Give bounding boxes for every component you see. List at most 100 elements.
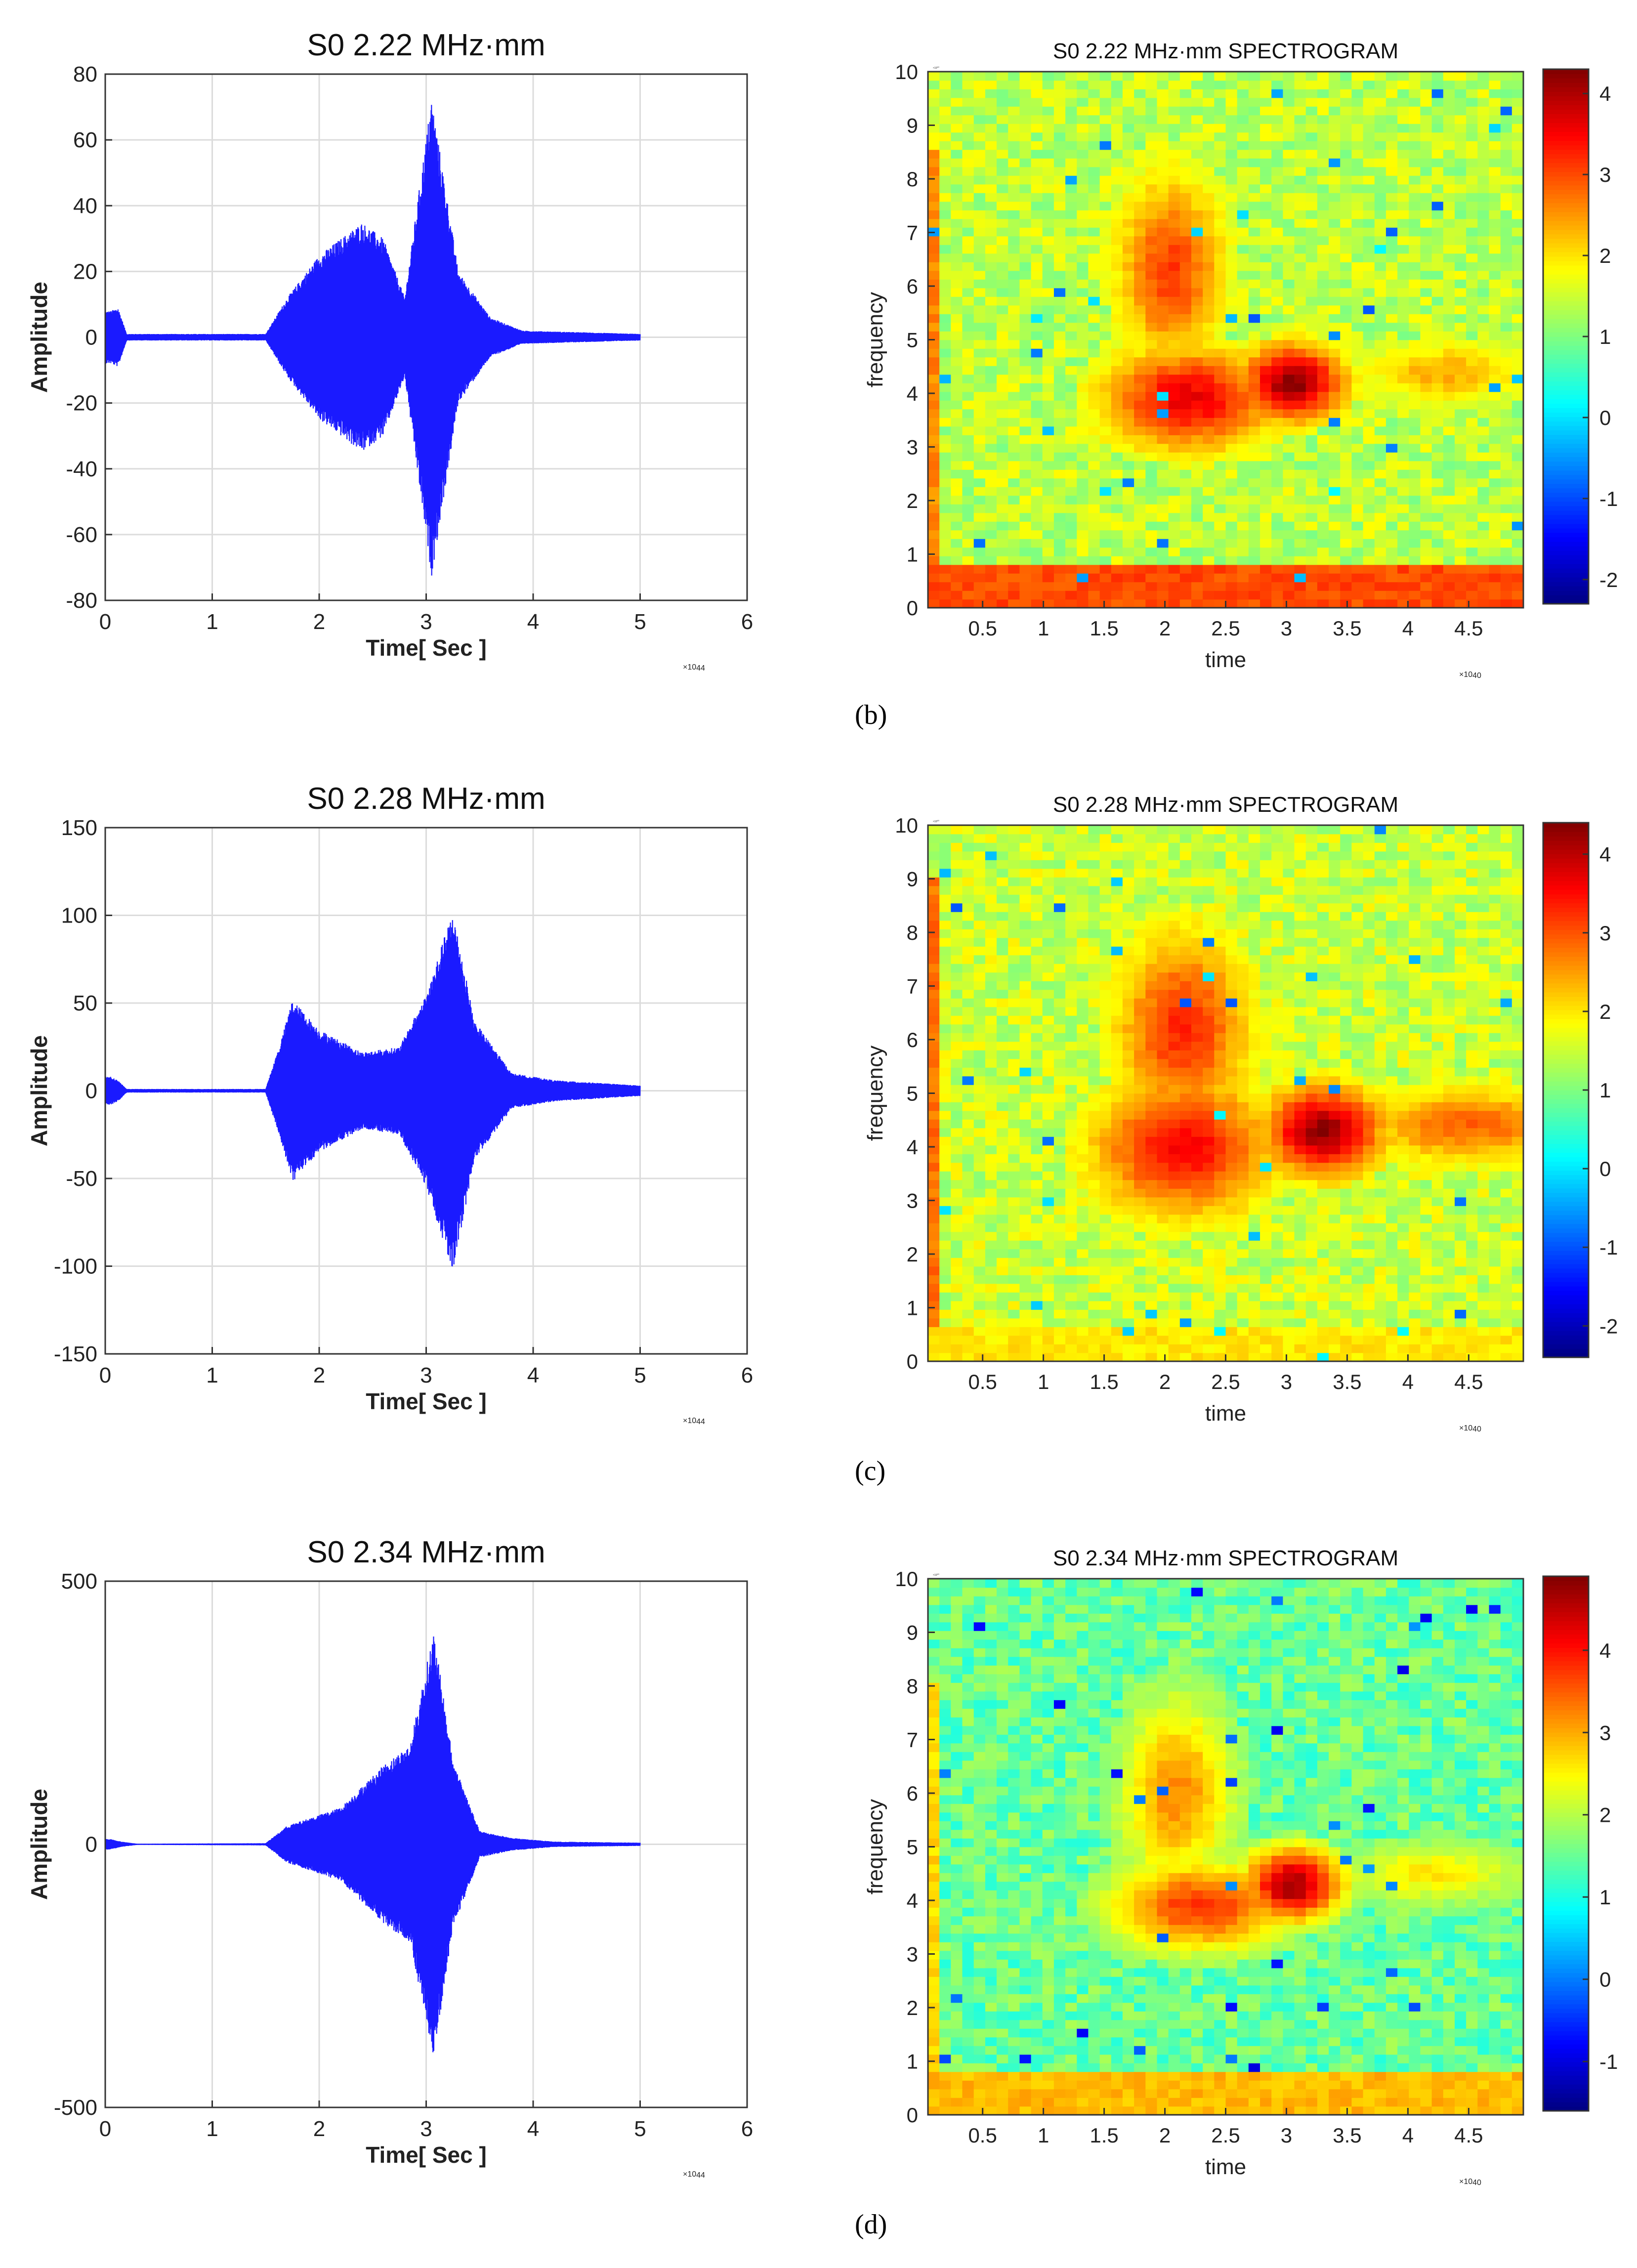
spectrogram-cell: [1179, 1154, 1192, 1163]
spectrogram-cell: [973, 1102, 986, 1111]
spectrogram-cell: [1031, 469, 1043, 479]
colorbar-segment: [1543, 421, 1589, 426]
spectrogram-cell: [1351, 478, 1364, 487]
spectrogram-cell: [1157, 452, 1169, 462]
spectrogram-cell: [1283, 556, 1295, 565]
spectrogram-cell: [1008, 426, 1020, 435]
spectrogram-cell: [1260, 339, 1272, 349]
spectrogram-cell: [997, 210, 1008, 219]
spectrogram-cell: [1397, 89, 1410, 98]
spectrogram-cell: [1077, 1058, 1089, 1068]
spectrogram-cell: [973, 1041, 986, 1050]
spectrogram-cell: [1179, 1085, 1192, 1094]
spectrogram-cell: [962, 1335, 974, 1344]
spectrogram-cell: [1489, 106, 1501, 116]
spectrogram-cell: [1420, 167, 1432, 176]
spectrogram-cell: [1122, 1007, 1134, 1016]
spectrogram-cell: [1099, 946, 1112, 956]
spectrogram-cell: [1042, 426, 1054, 435]
spectrogram-cell: [1065, 435, 1078, 444]
spectrogram-cell: [1191, 374, 1203, 383]
spectrogram-cell: [1168, 218, 1180, 228]
spectrogram-cell: [928, 1327, 940, 1336]
spectrogram-cell: [962, 937, 974, 947]
spectrogram-cell: [1305, 201, 1318, 210]
spectrogram-cell: [1420, 348, 1432, 358]
spectrogram-cell: [1088, 339, 1100, 349]
spectrogram-cell: [973, 1318, 986, 1327]
spectrogram-cell: [1042, 1015, 1054, 1025]
spectrogram-cell: [1134, 1128, 1146, 1137]
spectrogram-cell: [1122, 1145, 1134, 1154]
spectrogram-cell: [1157, 149, 1169, 159]
spectrogram-cell: [1340, 564, 1352, 574]
spectrogram-cell: [1099, 1240, 1112, 1250]
spectrogram-cell: [1363, 409, 1375, 418]
spectrogram-cell: [1191, 296, 1203, 306]
spectrogram-cell: [1409, 452, 1421, 462]
spectrogram-cell: [1145, 1145, 1158, 1154]
colorbar-segment: [1543, 497, 1589, 502]
spectrogram-cell: [1179, 504, 1192, 513]
spectrogram-cell: [997, 106, 1008, 116]
spectrogram-cell: [1134, 210, 1146, 219]
spectrogram-cell: [1397, 106, 1410, 116]
spectrogram-cell: [985, 366, 997, 375]
spectrogram-cell: [1225, 262, 1238, 271]
spectrogram-cell: [1042, 418, 1054, 427]
colorbar-segment: [1543, 541, 1589, 546]
spectrogram-cell: [1466, 115, 1478, 124]
spectrogram-cell: [997, 418, 1008, 427]
spectrogram-cell: [1065, 1249, 1078, 1258]
spectrogram-cell: [973, 288, 986, 297]
spec-y-tick-label: 5: [907, 329, 918, 352]
spectrogram-cell: [1053, 339, 1066, 349]
spectrogram-cell: [962, 1275, 974, 1284]
spectrogram-cell: [985, 1258, 997, 1267]
spectrogram-cell: [1283, 409, 1295, 418]
spectrogram-cell: [1363, 478, 1375, 487]
spectrogram-cell: [997, 115, 1008, 124]
spectrogram-cell: [1042, 115, 1054, 124]
spectrogram-cell: [1214, 366, 1226, 375]
spectrogram-cell: [1008, 1344, 1020, 1353]
spectrogram-cell: [1065, 1309, 1078, 1319]
spectrogram-cell: [928, 1258, 940, 1267]
spectrogram-cell: [1385, 270, 1398, 280]
spectrogram-cell: [1099, 860, 1112, 869]
spectrogram-cell: [939, 210, 952, 219]
spectrogram-cell: [1340, 167, 1352, 176]
spectrogram-cell: [1157, 530, 1169, 539]
spectrogram-cell: [1099, 1292, 1112, 1302]
spectrogram-cell: [1455, 124, 1467, 133]
spectrogram-cell: [1053, 1085, 1066, 1094]
spectrogram-cell: [1409, 495, 1421, 504]
spectrogram-cell: [1008, 1318, 1020, 1327]
spectrogram-cell: [1008, 1007, 1020, 1016]
spectrogram-cell: [1168, 132, 1180, 141]
spectrogram-cell: [997, 842, 1008, 852]
spectrogram-cell: [1489, 573, 1501, 583]
spectrogram-cell: [1077, 1197, 1089, 1206]
spectrogram-cell: [1397, 193, 1410, 202]
spectrogram-cell: [1031, 851, 1043, 860]
spectrogram-cell: [1042, 1041, 1054, 1050]
spectrogram-cell: [1065, 1188, 1078, 1198]
spectrogram-cell: [985, 1171, 997, 1180]
spectrogram-cell: [1099, 175, 1112, 185]
spectrogram-cell: [1500, 322, 1512, 332]
spectrogram-cell: [973, 461, 986, 470]
spectrogram-cell: [1409, 124, 1421, 133]
spectrogram-cell: [1237, 193, 1249, 202]
spectrogram-cell: [1111, 946, 1123, 956]
spectrogram-cell: [1191, 1041, 1203, 1050]
spectrogram-cell: [1477, 158, 1490, 168]
spectrogram-cell: [1237, 218, 1249, 228]
spectrogram-cell: [1088, 885, 1100, 895]
spectrogram-cell: [1420, 270, 1432, 280]
spectrogram-cell: [973, 556, 986, 565]
spectrogram-cell: [973, 132, 986, 141]
spectrogram-cell: [1317, 149, 1329, 159]
spectrogram-cell: [1168, 1076, 1180, 1085]
spectrogram-cell: [1042, 167, 1054, 176]
